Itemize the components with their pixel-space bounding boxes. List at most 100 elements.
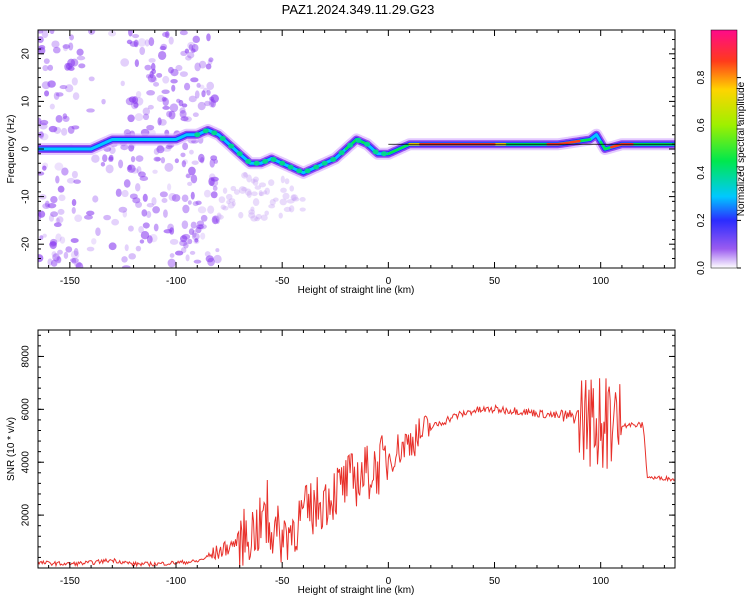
spectrogram-noise-blob <box>198 60 207 69</box>
spectrogram-noise-blob <box>50 195 58 204</box>
spectrogram-noise-blob <box>206 89 211 96</box>
spectrogram-noise-blob <box>54 162 64 171</box>
spectrogram-noise-blob <box>258 191 265 197</box>
spectrogram-noise-blob <box>254 185 262 190</box>
spectrogram-noise-blob <box>180 247 187 254</box>
spectrogram-noise-blob <box>39 131 44 140</box>
spectrogram-noise-blob <box>244 188 252 196</box>
spectrogram-noise-blob <box>152 206 160 214</box>
snr-y-ticks: 2000 4000 6000 8000 <box>21 334 675 569</box>
spectrogram-noise-blob <box>170 68 179 77</box>
snr-x-tick-label: -100 <box>166 576 186 587</box>
spectrogram-noise-blob <box>205 63 212 70</box>
spectrogram-x-tick-label: 50 <box>489 276 501 287</box>
spectrogram-noise-blob <box>57 249 63 255</box>
spectrogram-noise-blob <box>194 90 200 99</box>
spectrogram-x-tick-label: 100 <box>592 276 609 287</box>
spectrogram-noise-blob <box>203 189 211 198</box>
spectrogram-noise-blob <box>139 46 146 56</box>
spectrogram-ridge-blob <box>262 158 269 164</box>
spectrogram-noise-blob <box>47 202 57 209</box>
spectrogram-y-tick-label: -20 <box>21 237 32 252</box>
spectrogram-noise-blob <box>42 233 47 238</box>
spectrogram-noise-blob <box>105 164 114 174</box>
spectrogram-ridge-blob <box>296 168 303 174</box>
spectrogram-noise-blob <box>157 50 167 60</box>
spectrogram-noise-blob <box>42 165 47 171</box>
spectrogram-noise-blob <box>108 242 117 251</box>
spectrogram-noise-blob <box>175 64 183 72</box>
spectrogram-noise-blob <box>135 155 144 162</box>
spectrogram-noise-blob <box>189 149 194 155</box>
spectrogram-noise-blob <box>153 81 160 87</box>
spectrogram-noise-blob <box>47 258 53 266</box>
spectrogram-noise-blob <box>136 166 142 175</box>
spectrogram-noise-blob <box>169 103 179 113</box>
spectrogram-noise-blob <box>210 191 218 199</box>
spectrogram-noise-blob <box>248 209 256 215</box>
spectrogram-noise-blob <box>292 197 300 202</box>
spectrogram-noise-blob <box>208 177 215 187</box>
spectrogram-noise-blob <box>53 46 61 54</box>
spectrogram-y-tick-label: 10 <box>21 95 32 107</box>
spectrogram-noise-blob <box>185 55 192 61</box>
spectrogram-noise-blob <box>210 94 219 103</box>
spectrogram-noise-blob <box>120 80 125 87</box>
spectrogram-noise-blob <box>86 108 95 113</box>
snr-panel: -150 -100 -50 0 50 100 2000 4000 6000 8000 Heigh… <box>6 329 676 596</box>
spectrogram-noise-blob <box>49 240 57 250</box>
spectrogram-noise-blob <box>165 144 173 150</box>
spectrogram-noise-blob <box>185 173 190 179</box>
spectrogram-noise-blob <box>142 113 150 121</box>
spectrogram-noise-blob <box>180 116 189 122</box>
spectrogram-noise-blob <box>121 256 128 263</box>
spectrogram-noise-blob <box>206 33 211 42</box>
spectrogram-x-label: Height of straight line (km) <box>298 285 415 296</box>
snr-x-tick-label: -50 <box>275 576 290 587</box>
spectrogram-noise-blob <box>179 71 188 77</box>
spectrogram-noise-blob <box>51 40 60 48</box>
spectrogram-noise-blob <box>71 198 77 207</box>
spectrogram-noise-blob <box>92 195 99 203</box>
snr-series-line <box>38 378 675 568</box>
spectrogram-noise-blob <box>279 198 287 206</box>
spectrogram-noise-blob <box>268 179 275 187</box>
spectrogram-noise-blob <box>109 146 116 155</box>
spectrogram-noise-blob <box>53 222 62 228</box>
spectrogram-noise-blob <box>152 169 158 174</box>
spectrogram-noise-blob <box>103 214 112 221</box>
spectrogram-noise-blob <box>181 194 189 202</box>
spectrogram-noise-blob <box>188 44 194 51</box>
spectrogram-noise-blob <box>111 218 120 226</box>
spectrogram-noise-blob <box>68 42 74 51</box>
spectrogram-noise-blob <box>142 222 150 229</box>
spectrogram-noise-blob <box>198 223 207 230</box>
spectrogram-noise-blob <box>193 259 202 264</box>
spectrogram-noise-blob <box>233 189 240 195</box>
spectrogram-noise-blob <box>135 183 141 192</box>
spectrogram-noise-blob <box>71 170 78 179</box>
spectrogram-noise-blob <box>39 235 44 240</box>
spectrogram-noise-blob <box>198 153 205 163</box>
spectrogram-noise-blob <box>62 44 69 52</box>
spectrogram-noise-blob <box>164 162 174 172</box>
spectrogram-ridge-blob <box>287 164 294 170</box>
colorbar-tick-label: 0.8 <box>696 70 707 84</box>
spectrogram-noise-blob <box>251 191 258 197</box>
spectrogram-noise-blob <box>204 100 211 107</box>
spectrogram-noise-blob <box>268 204 276 209</box>
spectrogram-noise-blob <box>129 193 138 200</box>
spectrogram-noise-blob <box>254 216 260 222</box>
spectrogram-noise-blob <box>238 211 244 219</box>
spectrogram-noise-blob <box>76 48 84 56</box>
spectrogram-noise-blob <box>57 185 65 193</box>
spectrogram-noise-blob <box>263 190 268 195</box>
spectrogram-noise-blob <box>57 208 65 215</box>
spectrogram-noise-blob <box>144 39 150 47</box>
spectrogram-noise-blob <box>167 223 174 232</box>
spectrogram-noise-blob <box>70 238 79 243</box>
spectrogram-noise-blob <box>181 233 191 240</box>
spectrogram-noise-blob <box>76 55 86 61</box>
spectrogram-noise-blob <box>69 34 74 41</box>
spectrogram-noise-blob <box>135 97 144 106</box>
